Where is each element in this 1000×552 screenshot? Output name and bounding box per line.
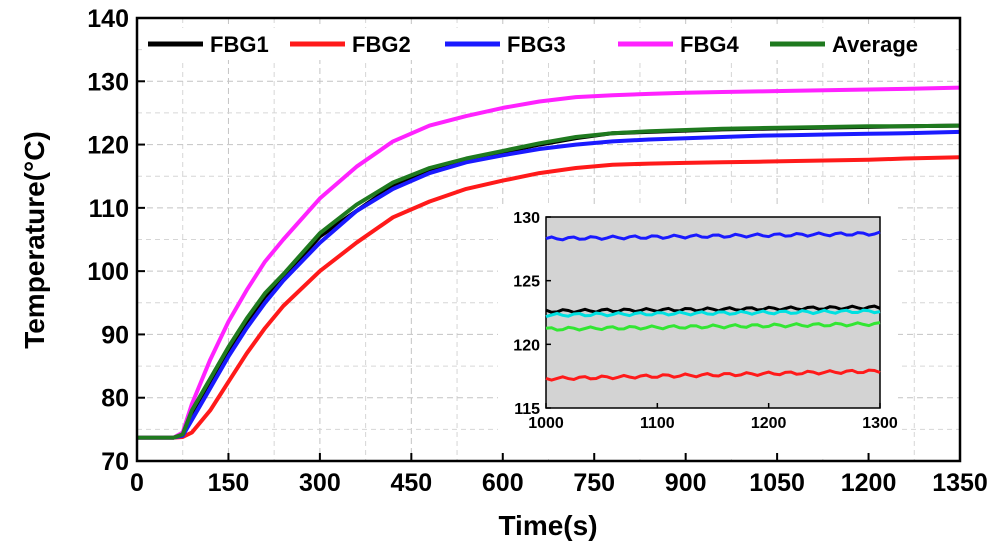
inset-x-tick-label: 1300 [862,415,898,432]
x-tick-label: 1200 [841,469,897,497]
x-tick-label: 900 [665,469,707,497]
x-tick-label: 150 [208,469,250,497]
y-tick-label: 100 [87,258,129,286]
inset-x-tick-label: 1000 [528,415,564,432]
series-line-fbg4 [137,85,961,440]
inset-series-line [545,308,881,319]
series-line-average [137,123,961,440]
y-tick-label: 130 [87,68,129,96]
inset-series-line [545,321,881,332]
legend-label-average: Average [832,32,918,57]
inset-y-tick-label: 120 [513,337,540,354]
y-tick-label: 80 [101,385,129,413]
y-tick-label: 90 [101,321,129,349]
x-tick-label: 1350 [932,469,988,497]
x-axis-label: Time(s) [498,510,597,541]
inset-y-tick-label: 125 [513,274,540,291]
y-tick-label: 70 [101,448,129,476]
legend-label-fbg1: FBG1 [210,32,269,57]
inset-x-tick-label: 1200 [751,415,787,432]
plot-frame [135,16,962,463]
y-tick-label: 120 [87,132,129,160]
inset-x-tick-label: 1100 [640,415,675,432]
x-tick-label: 1050 [749,469,805,497]
legend-label-fbg2: FBG2 [352,32,411,57]
legend-label-fbg3: FBG3 [507,32,566,57]
series-line-fbg2 [137,155,961,440]
legend-label-fbg4: FBG4 [680,32,739,57]
x-tick-label: 600 [482,469,524,497]
x-tick-label: 0 [130,469,144,497]
y-tick-label: 140 [87,5,129,33]
inset-series-line [545,230,881,242]
y-tick-label: 110 [89,195,129,223]
inset-y-tick-label: 130 [513,210,540,227]
x-tick-label: 450 [390,469,432,497]
y-axis-label: Temperature(°C) [19,131,50,349]
inset-y-tick-label: 115 [514,401,540,418]
x-tick-label: 300 [299,469,341,497]
series-line-fbg3 [137,129,961,440]
inset-series-line [545,368,881,382]
x-tick-label: 750 [573,469,615,497]
